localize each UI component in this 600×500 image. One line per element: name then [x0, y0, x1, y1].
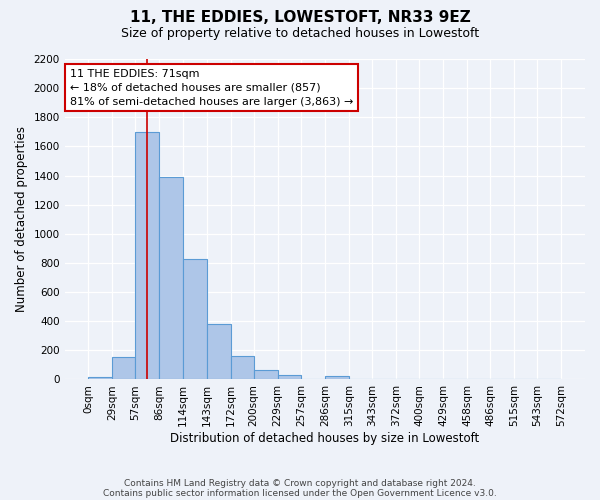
X-axis label: Distribution of detached houses by size in Lowestoft: Distribution of detached houses by size … — [170, 432, 479, 445]
Text: Size of property relative to detached houses in Lowestoft: Size of property relative to detached ho… — [121, 28, 479, 40]
Text: Contains public sector information licensed under the Open Government Licence v3: Contains public sector information licen… — [103, 488, 497, 498]
Bar — [278, 375, 301, 380]
Text: 11 THE EDDIES: 71sqm
← 18% of detached houses are smaller (857)
81% of semi-deta: 11 THE EDDIES: 71sqm ← 18% of detached h… — [70, 68, 353, 106]
Bar — [254, 370, 278, 380]
Bar — [112, 357, 136, 380]
Bar — [230, 356, 254, 380]
Text: Contains HM Land Registry data © Crown copyright and database right 2024.: Contains HM Land Registry data © Crown c… — [124, 478, 476, 488]
Text: 11, THE EDDIES, LOWESTOFT, NR33 9EZ: 11, THE EDDIES, LOWESTOFT, NR33 9EZ — [130, 10, 470, 25]
Bar — [160, 177, 182, 380]
Bar — [182, 258, 206, 380]
Y-axis label: Number of detached properties: Number of detached properties — [15, 126, 28, 312]
Bar — [88, 376, 112, 380]
Bar — [325, 376, 349, 380]
Bar — [206, 324, 230, 380]
Bar — [136, 132, 160, 380]
